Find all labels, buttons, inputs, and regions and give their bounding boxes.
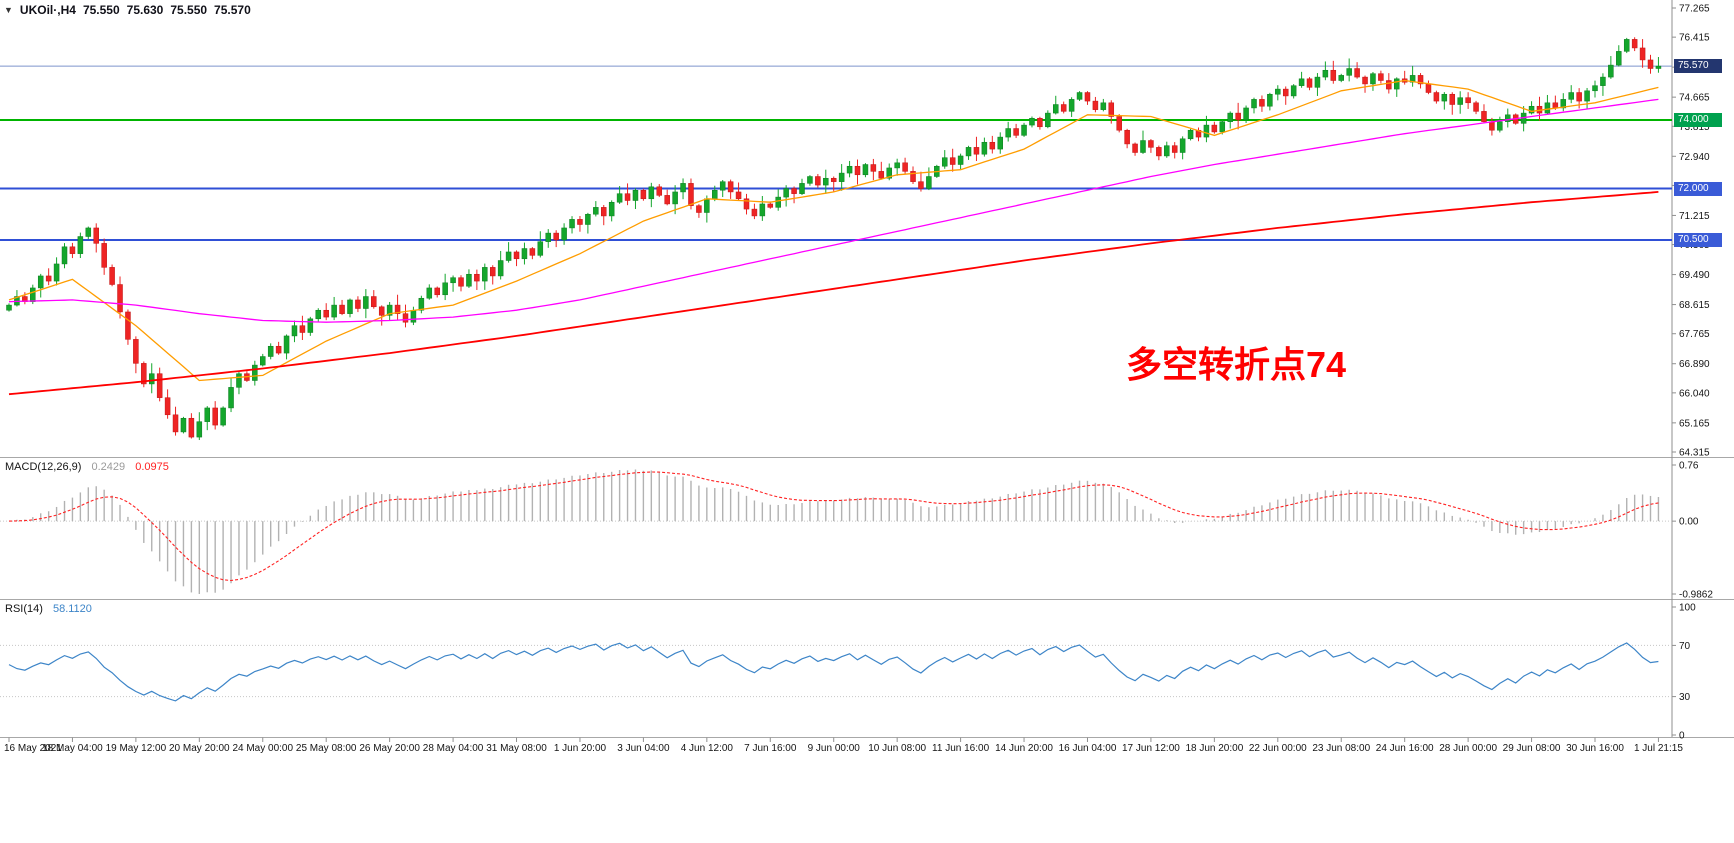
svg-text:0.76: 0.76 xyxy=(1679,461,1699,472)
ma-mid-magenta xyxy=(8,98,1659,323)
svg-text:31 May 08:00: 31 May 08:00 xyxy=(486,743,547,754)
svg-text:10 Jun 08:00: 10 Jun 08:00 xyxy=(868,743,926,754)
price-tag-72.000: 72.000 xyxy=(1674,181,1722,196)
macd-main-value: 0.2429 xyxy=(91,461,126,473)
svg-text:20 May 20:00: 20 May 20:00 xyxy=(169,743,230,754)
svg-text:76.415: 76.415 xyxy=(1679,33,1710,44)
macd-indicator-header: MACD(12,26,9) 0.2429 0.0975 xyxy=(5,461,176,473)
svg-text:1 Jun 20:00: 1 Jun 20:00 xyxy=(554,743,607,754)
svg-text:28 May 04:00: 28 May 04:00 xyxy=(423,743,484,754)
svg-text:19 May 12:00: 19 May 12:00 xyxy=(106,743,167,754)
svg-text:66.890: 66.890 xyxy=(1679,359,1710,370)
bar-high-value: 75.630 xyxy=(126,3,164,17)
svg-text:26 May 20:00: 26 May 20:00 xyxy=(359,743,420,754)
rsi-title: RSI(14) xyxy=(5,603,43,615)
svg-text:28 Jun 00:00: 28 Jun 00:00 xyxy=(1439,743,1497,754)
svg-text:3 Jun 04:00: 3 Jun 04:00 xyxy=(617,743,670,754)
svg-text:14 Jun 20:00: 14 Jun 20:00 xyxy=(995,743,1053,754)
svg-text:77.265: 77.265 xyxy=(1679,4,1710,15)
rsi-indicator-header: RSI(14) 58.1120 xyxy=(5,603,99,615)
svg-text:30: 30 xyxy=(1679,692,1691,703)
symbol-dropdown-icon[interactable]: ▼ xyxy=(4,5,13,15)
macd-title: MACD(12,26,9) xyxy=(5,461,82,473)
price-tag-75.570: 75.570 xyxy=(1674,59,1722,74)
bar-open-value: 75.550 xyxy=(82,3,120,17)
svg-text:68.615: 68.615 xyxy=(1679,300,1710,311)
svg-text:25 May 08:00: 25 May 08:00 xyxy=(296,743,357,754)
price-tag-70.500: 70.500 xyxy=(1674,232,1722,247)
svg-text:17 Jun 12:00: 17 Jun 12:00 xyxy=(1122,743,1180,754)
svg-text:72.940: 72.940 xyxy=(1679,152,1710,163)
svg-text:65.165: 65.165 xyxy=(1679,418,1710,429)
svg-text:4 Jun 12:00: 4 Jun 12:00 xyxy=(681,743,734,754)
svg-text:69.490: 69.490 xyxy=(1679,270,1710,281)
svg-text:1 Jul 21:15: 1 Jul 21:15 xyxy=(1634,743,1683,754)
svg-text:66.040: 66.040 xyxy=(1679,388,1710,399)
svg-text:64.315: 64.315 xyxy=(1679,448,1710,459)
svg-text:67.765: 67.765 xyxy=(1679,329,1710,340)
svg-text:24 Jun 16:00: 24 Jun 16:00 xyxy=(1376,743,1434,754)
symbol-timeframe-label: UKOil·,H4 xyxy=(19,3,76,17)
svg-text:30 Jun 16:00: 30 Jun 16:00 xyxy=(1566,743,1624,754)
svg-text:7 Jun 16:00: 7 Jun 16:00 xyxy=(744,743,797,754)
svg-text:-0.9862: -0.9862 xyxy=(1679,590,1713,601)
svg-text:73.815: 73.815 xyxy=(1679,122,1710,133)
svg-text:22 Jun 00:00: 22 Jun 00:00 xyxy=(1249,743,1307,754)
svg-text:0.00: 0.00 xyxy=(1679,517,1699,528)
svg-text:100: 100 xyxy=(1679,603,1696,614)
svg-text:16 May 2021: 16 May 2021 xyxy=(4,743,62,754)
macd-signal-line xyxy=(8,471,1659,582)
svg-text:70: 70 xyxy=(1679,641,1691,652)
rsi-value: 58.1120 xyxy=(52,603,92,615)
bar-close-value: 75.570 xyxy=(214,3,251,17)
svg-text:18 Jun 20:00: 18 Jun 20:00 xyxy=(1185,743,1243,754)
chart-annotation-text[interactable]: 多空转折点74 xyxy=(1126,344,1347,385)
ma-fast-orange xyxy=(8,79,1659,382)
svg-text:11 Jun 16:00: 11 Jun 16:00 xyxy=(932,743,990,754)
chart-svg[interactable]: 77.26576.41575.54074.66573.81572.94072.0… xyxy=(0,0,1734,757)
price-tag-74.000: 74.000 xyxy=(1674,112,1722,127)
svg-text:24 May 00:00: 24 May 00:00 xyxy=(232,743,293,754)
svg-text:74.665: 74.665 xyxy=(1679,93,1710,104)
svg-text:18 May 04:00: 18 May 04:00 xyxy=(42,743,103,754)
svg-text:71.215: 71.215 xyxy=(1679,211,1710,222)
macd-histogram xyxy=(16,469,1660,594)
horizontal-level-lines xyxy=(0,65,1672,241)
ma-slow-red xyxy=(8,191,1659,396)
svg-text:0: 0 xyxy=(1679,731,1685,742)
rsi-line xyxy=(8,642,1659,702)
candles-group xyxy=(6,37,1662,441)
svg-text:16 Jun 04:00: 16 Jun 04:00 xyxy=(1059,743,1117,754)
macd-signal-value: 0.0975 xyxy=(135,461,169,473)
svg-text:23 Jun 08:00: 23 Jun 08:00 xyxy=(1312,743,1370,754)
bar-low-value: 75.550 xyxy=(170,3,208,17)
chart-symbol-header: ▼ UKOil·,H4 75.550 75.630 75.550 75.570 xyxy=(4,3,251,17)
svg-text:9 Jun 00:00: 9 Jun 00:00 xyxy=(808,743,861,754)
svg-text:29 Jun 08:00: 29 Jun 08:00 xyxy=(1503,743,1561,754)
